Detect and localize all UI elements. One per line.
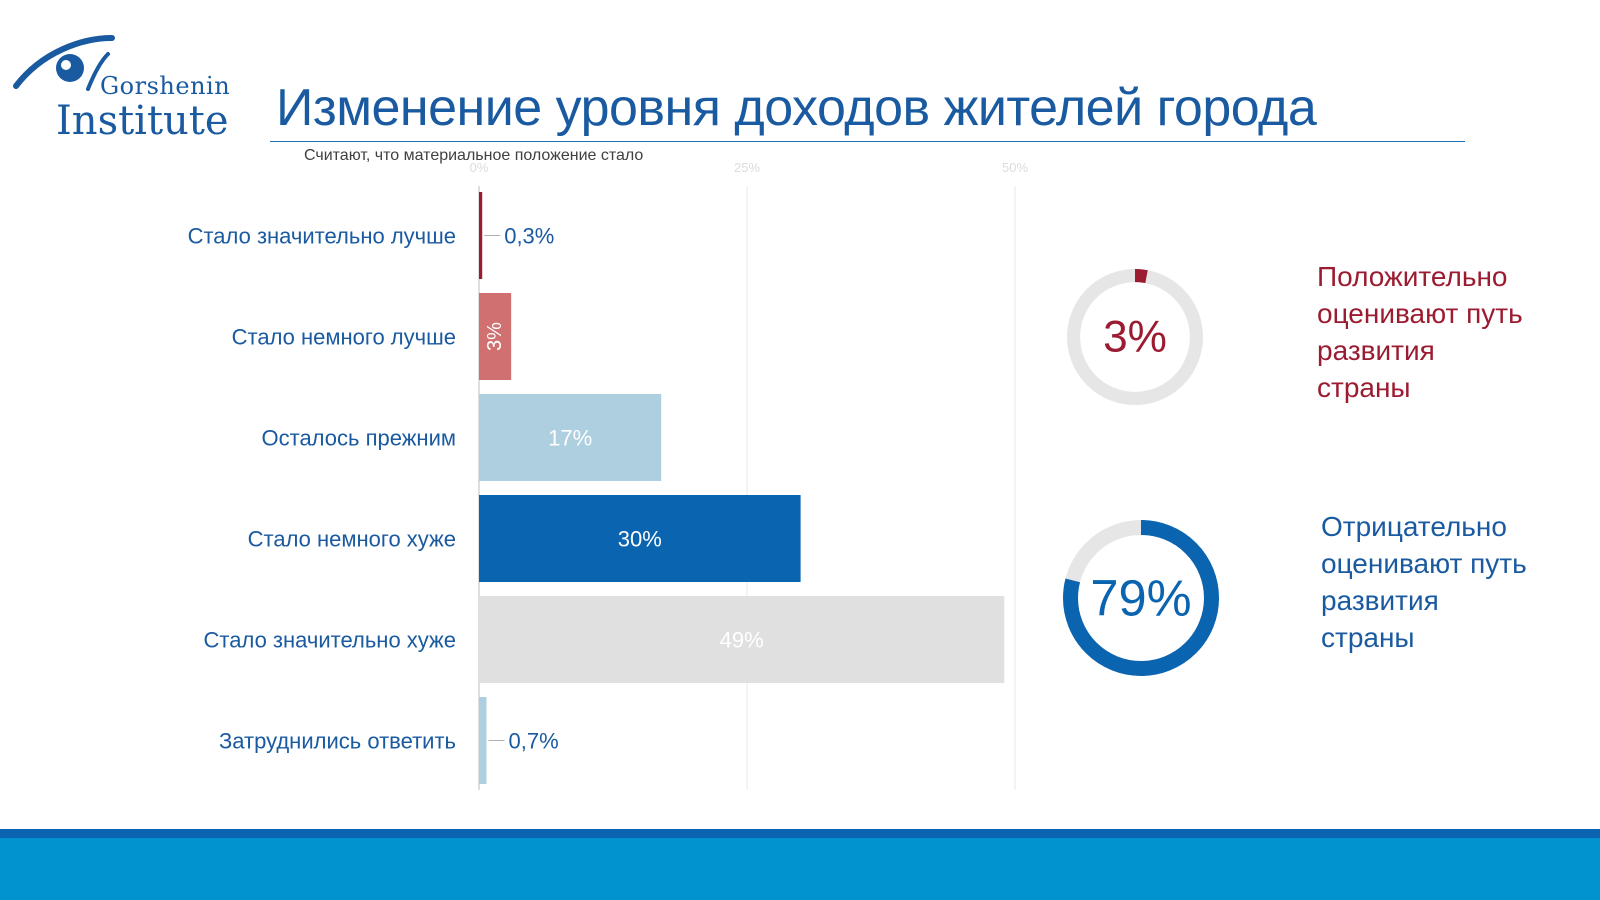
data-label: 0,7% bbox=[509, 729, 559, 754]
donut-negative-caption-line: Отрицательно bbox=[1321, 511, 1507, 542]
data-label: 3% bbox=[484, 322, 506, 351]
donut-value-label: 3% bbox=[1103, 313, 1167, 362]
title-divider bbox=[270, 141, 1465, 142]
x-tick-label: 25% bbox=[734, 160, 760, 175]
donut-positive-ring: 3% bbox=[1067, 269, 1203, 405]
donut-positive-caption-line: страны bbox=[1317, 372, 1411, 403]
donut-negative-ring: 79% bbox=[1062, 519, 1220, 677]
data-label: 17% bbox=[548, 426, 592, 451]
page-title: Изменение уровня доходов жителей города bbox=[276, 79, 1317, 137]
bar-chart: 0% 25% 50% Стало значительно лучше 0,3% Стало… bbox=[188, 160, 1028, 790]
logo: Gorshenin Institute bbox=[12, 34, 242, 144]
donut-arc bbox=[1067, 269, 1203, 405]
donut-positive-caption-line: оценивают путь bbox=[1317, 298, 1523, 329]
donut-negative: 79% bbox=[1062, 519, 1220, 677]
bar bbox=[479, 192, 483, 279]
bar bbox=[479, 596, 1005, 683]
donut-positive-caption: Положительно оценивают путь развития стр… bbox=[1317, 258, 1523, 406]
donut-negative-caption-line: страны bbox=[1321, 622, 1415, 653]
donut-arc bbox=[1062, 519, 1220, 677]
bar bbox=[479, 293, 512, 380]
category-label: Стало значительно хуже bbox=[204, 628, 456, 653]
bar bbox=[479, 495, 801, 582]
footer-stripe bbox=[0, 829, 1600, 838]
data-label: 0,3% bbox=[504, 224, 554, 249]
eye-logo-icon bbox=[13, 35, 115, 91]
category-label: Стало немного лучше bbox=[232, 325, 456, 350]
category-label: Затруднились ответить bbox=[219, 729, 456, 754]
x-tick-label: 0% bbox=[470, 160, 489, 175]
logo-text-gorshenin: Gorshenin bbox=[100, 72, 231, 100]
bar bbox=[479, 697, 487, 784]
logo-text-institute: Institute bbox=[56, 98, 229, 144]
donut-positive: 3% bbox=[1066, 268, 1204, 406]
x-tick-label: 50% bbox=[1002, 160, 1028, 175]
category-label: Осталось прежним bbox=[262, 426, 457, 451]
donut-positive-caption-line: Положительно bbox=[1317, 261, 1508, 292]
category-label: Стало немного хуже bbox=[248, 527, 456, 552]
donut-negative-caption: Отрицательно оценивают путь развития стр… bbox=[1321, 508, 1527, 656]
donut-value-label: 79% bbox=[1090, 570, 1191, 627]
donut-negative-caption-line: оценивают путь bbox=[1321, 548, 1527, 579]
donut-negative-caption-line: развития bbox=[1321, 585, 1439, 616]
data-label: 30% bbox=[618, 527, 662, 552]
footer-bar bbox=[0, 838, 1600, 900]
category-label: Стало значительно лучше bbox=[188, 224, 456, 249]
bar bbox=[479, 394, 662, 481]
chart-subtitle: Считают, что материальное положение стал… bbox=[304, 147, 644, 164]
donut-positive-caption-line: развития bbox=[1317, 335, 1435, 366]
data-label: 49% bbox=[720, 628, 764, 653]
